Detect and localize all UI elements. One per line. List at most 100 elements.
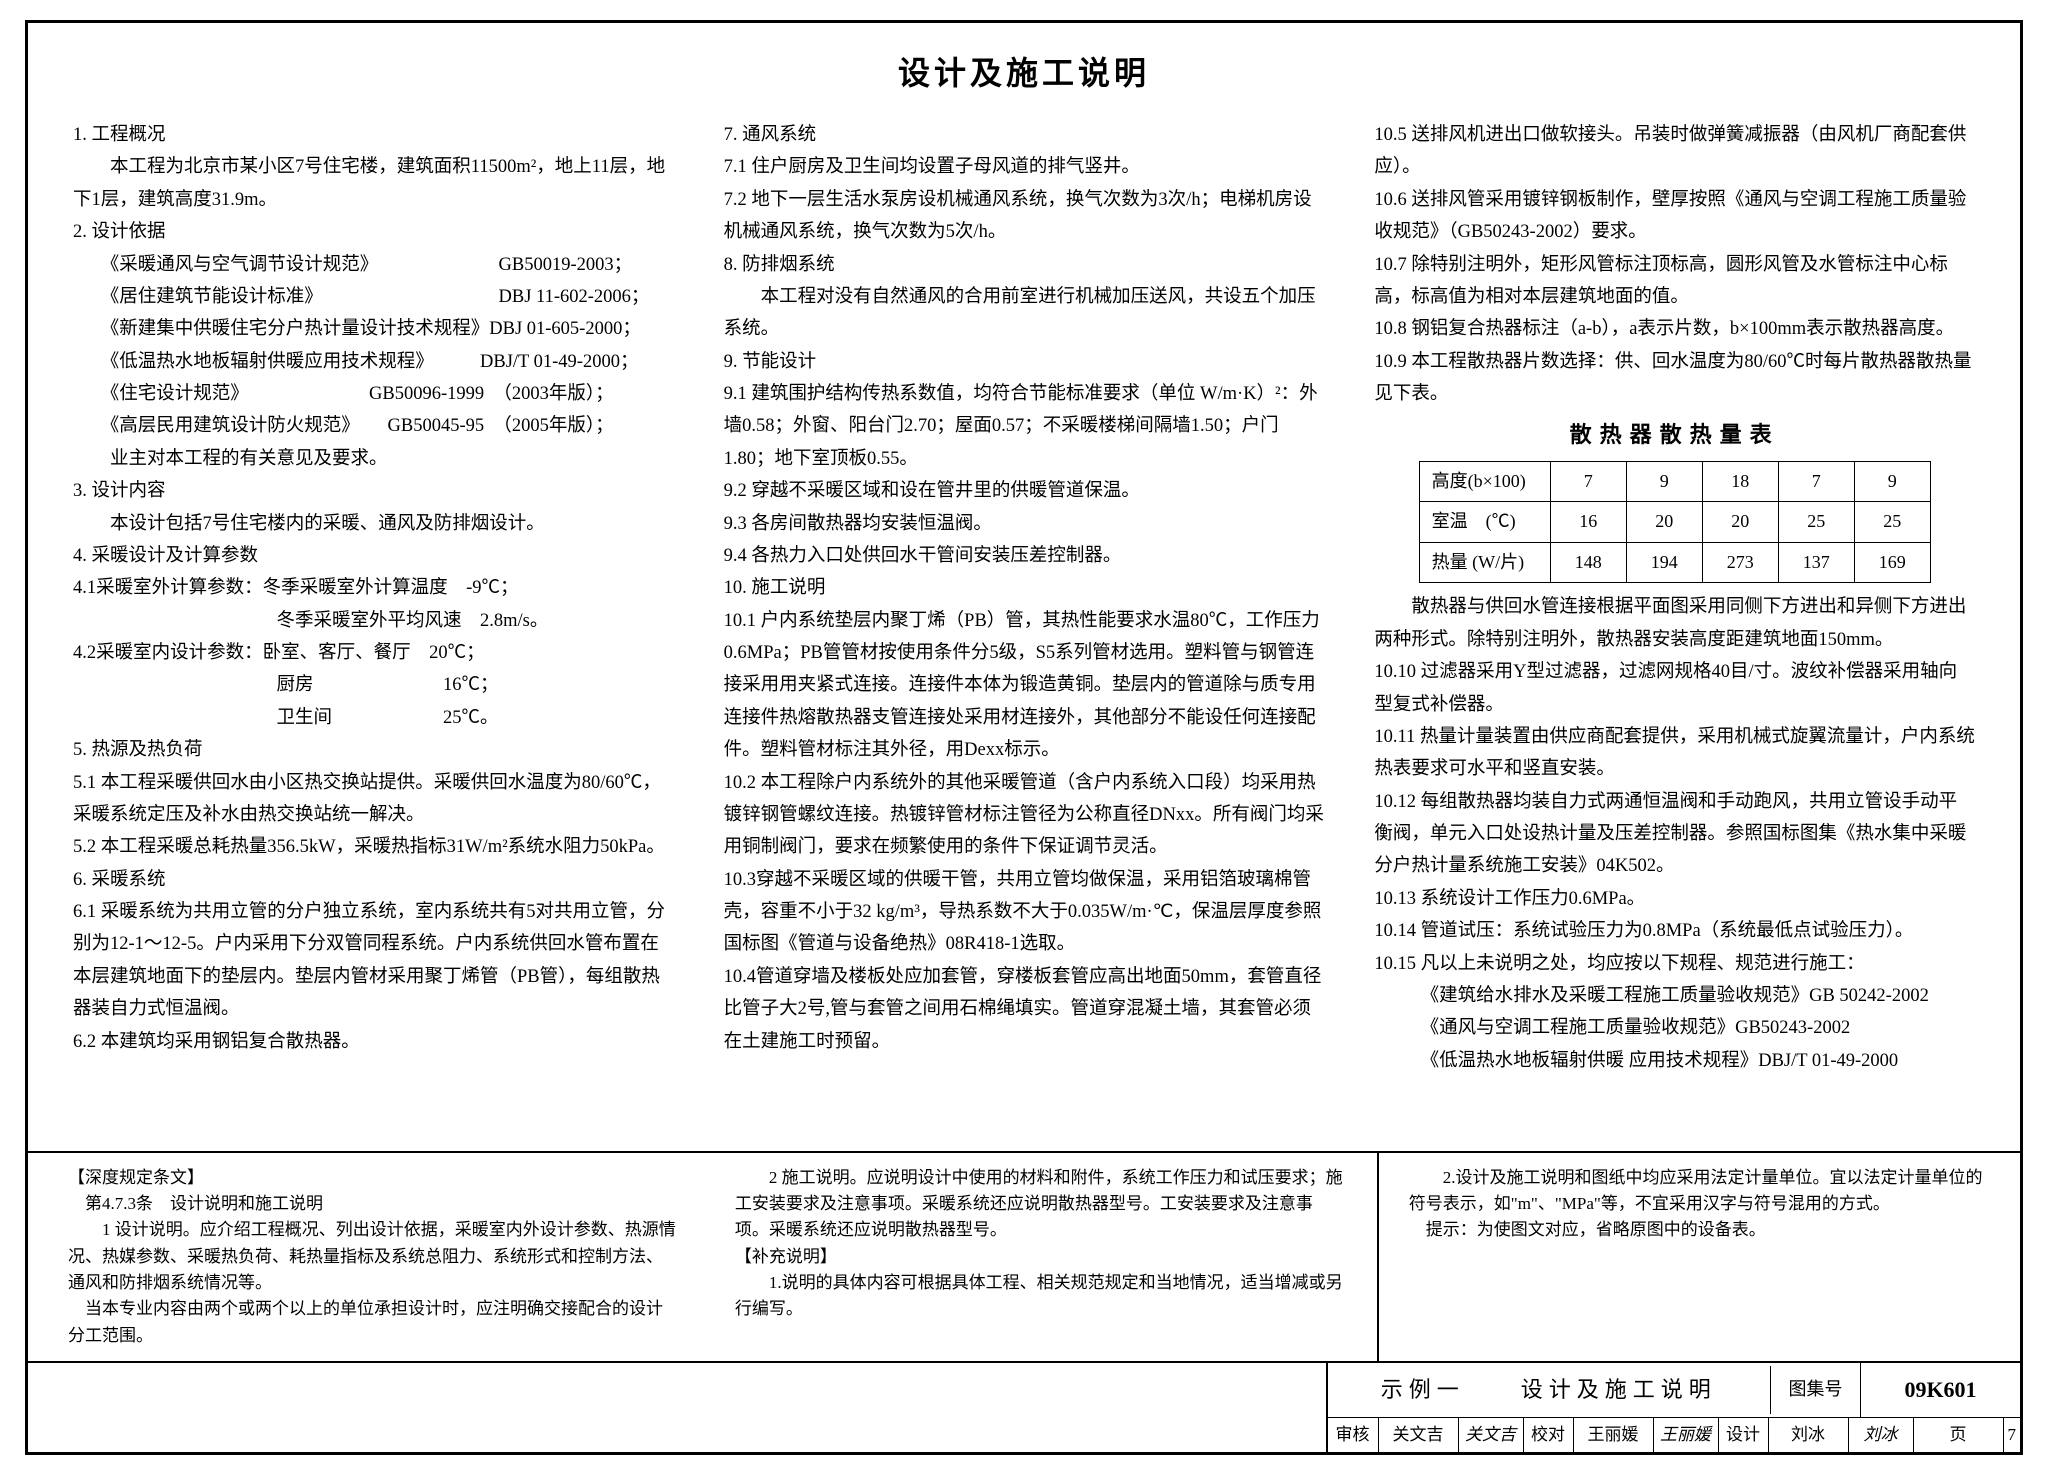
body-text: 10.7 除特别注明外，矩形风管标注顶标高，圆形风管及水管标注中心标高，标高值为…: [1374, 249, 1975, 314]
body-text: 2. 设计依据: [73, 216, 674, 248]
body-text: 业主对本工程的有关意见及要求。: [73, 443, 674, 475]
notes-left-col2: 2 施工说明。应说明设计中使用的材料和附件，系统工作压力和试压要求；施工安装要求…: [735, 1165, 1347, 1349]
page-label: 页: [1913, 1418, 2003, 1452]
checker-name: 王丽媛: [1573, 1418, 1653, 1452]
body-text: 5.1 本工程采暖供回水由小区热交换站提供。采暖供回水温度为80/60℃，采暖系…: [73, 767, 674, 832]
notes-left-col1: 【深度规定条文】 第4.7.3条 设计说明和施工说明 1 设计说明。应介绍工程概…: [68, 1165, 680, 1349]
body-text: 《住宅设计规范》 GB50096-1999 （2003年版）；: [73, 378, 674, 410]
body-text: 10. 施工说明: [724, 572, 1325, 604]
table-cell: 169: [1854, 542, 1930, 583]
body-text: 10.13 系统设计工作压力0.6MPa。: [1374, 883, 1975, 915]
checker-signature: 王丽媛: [1653, 1418, 1718, 1452]
body-text: 7. 通风系统: [724, 119, 1325, 151]
column-2: 7. 通风系统7.1 住户厨房及卫生间均设置子母风道的排气竖井。7.2 地下一层…: [724, 119, 1325, 1077]
body-text: 8. 防排烟系统: [724, 249, 1325, 281]
body-text: 10.15 凡以上未说明之处，均应按以下规程、规范进行施工：: [1374, 948, 1975, 980]
title-row: 示例一 设计及施工说明 图集号 09K601: [1328, 1363, 2021, 1418]
body-text: 4.1采暖室外计算参数：冬季采暖室外计算温度 -9℃；: [73, 572, 674, 604]
body-text: 《高层民用建筑设计防火规范》 GB50045-95 （2005年版）；: [73, 410, 674, 442]
body-text: 《低温热水地板辐射供暖 应用技术规程》DBJ/T 01-49-2000: [1374, 1045, 1975, 1077]
body-text: 10.4管道穿墙及楼板处应加套管，穿楼板套管应高出地面50mm，套管直径比管子大…: [724, 961, 1325, 1058]
body-text: 5.2 本工程采暖总耗热量356.5kW，采暖热指标31W/m²系统水阻力50k…: [73, 831, 674, 863]
body-text: 《通风与空调工程施工质量验收规范》GB50243-2002: [1374, 1012, 1975, 1044]
body-text: 9.1 建筑围护结构传热系数值，均符合节能标准要求（单位 W/m·K）²：外墙0…: [724, 378, 1325, 475]
title-block-spacer: [28, 1363, 1326, 1452]
table-cell: 室温 (℃): [1419, 502, 1550, 543]
column-1: 1. 工程概况 本工程为北京市某小区7号住宅楼，建筑面积11500m²，地上11…: [73, 119, 674, 1077]
table-header-cell: 9: [1854, 461, 1930, 502]
body-text: 5. 热源及热负荷: [73, 734, 674, 766]
title-block-panel: 示例一 设计及施工说明 图集号 09K601 审核 关文吉 关文吉 校对 王丽媛…: [1326, 1363, 2021, 1452]
body-text: 10.6 送排风管采用镀锌钢板制作，壁厚按照《通风与空调工程施工质量验收规范》（…: [1374, 184, 1975, 249]
note-text: 【补充说明】: [735, 1244, 1347, 1270]
set-number: 09K601: [1860, 1363, 2020, 1417]
body-text: 厨房 16℃；: [73, 669, 674, 701]
body-text: 10.11 热量计量装置由供应商配套提供，采用机械式旋翼流量计，户内系统热表要求…: [1374, 721, 1975, 786]
main-content: 设计及施工说明 1. 工程概况 本工程为北京市某小区7号住宅楼，建筑面积1150…: [28, 23, 2020, 1153]
body-text: 4.2采暖室内设计参数：卧室、客厅、餐厅 20℃；: [73, 637, 674, 669]
body-text: 10.5 送排风机进出口做软接头。吊装时做弹簧减振器（由风机厂商配套供应）。: [1374, 119, 1975, 184]
title-block: 示例一 设计及施工说明 图集号 09K601 审核 关文吉 关文吉 校对 王丽媛…: [28, 1363, 2020, 1452]
page-number: 7: [2003, 1418, 2021, 1452]
table-cell: 148: [1550, 542, 1626, 583]
column-3: 10.5 送排风机进出口做软接头。吊装时做弹簧减振器（由风机厂商配套供应）。10…: [1374, 119, 1975, 1077]
body-text: 7.2 地下一层生活水泵房设机械通风系统，换气次数为3次/h；电梯机房设机械通风…: [724, 184, 1325, 249]
approver-signature: 关文吉: [1458, 1418, 1523, 1452]
body-text: 6. 采暖系统: [73, 864, 674, 896]
body-text: 9.2 穿越不采暖区域和设在管井里的供暖管道保温。: [724, 475, 1325, 507]
body-text: 10.10 过滤器采用Y型过滤器，过滤网规格40目/寸。波纹补偿器采用轴向型复式…: [1374, 656, 1975, 721]
body-text: 《低温热水地板辐射供暖应用技术规程》 DBJ/T 01-49-2000；: [73, 346, 674, 378]
body-text: 《采暖通风与空气调节设计规范》 GB50019-2003；: [73, 249, 674, 281]
body-text: 散热器与供回水管连接根据平面图采用同侧下方进出和异侧下方进出两种形式。除特别注明…: [1374, 591, 1975, 656]
body-text: 《建筑给水排水及采暖工程施工质量验收规范》GB 50242-2002: [1374, 980, 1975, 1012]
notes-row: 【深度规定条文】 第4.7.3条 设计说明和施工说明 1 设计说明。应介绍工程概…: [28, 1153, 2020, 1363]
body-text: 9. 节能设计: [724, 346, 1325, 378]
three-column-body: 1. 工程概况 本工程为北京市某小区7号住宅楼，建筑面积11500m²，地上11…: [73, 119, 1975, 1077]
signature-row: 审核 关文吉 关文吉 校对 王丽媛 王丽媛 设计 刘冰 刘冰 页 7: [1328, 1418, 2021, 1452]
body-text: 10.12 每组散热器均装自力式两通恒温阀和手动跑风，共用立管设手动平衡阀，单元…: [1374, 786, 1975, 883]
body-text: 1. 工程概况: [73, 119, 674, 151]
body-text: 4. 采暖设计及计算参数: [73, 540, 674, 572]
body-text: 9.4 各热力入口处供回水干管间安装压差控制器。: [724, 540, 1325, 572]
notes-left: 【深度规定条文】 第4.7.3条 设计说明和施工说明 1 设计说明。应介绍工程概…: [28, 1153, 1377, 1361]
table-cell: 273: [1702, 542, 1778, 583]
body-text: 9.3 各房间散热器均安装恒温阀。: [724, 508, 1325, 540]
approver-label: 审核: [1328, 1418, 1378, 1452]
body-text: 冬季采暖室外平均风速 2.8m/s。: [73, 605, 674, 637]
body-text: 《新建集中供暖住宅分户热计量设计技术规程》DBJ 01-605-2000；: [73, 313, 674, 345]
bottom-section: 【深度规定条文】 第4.7.3条 设计说明和施工说明 1 设计说明。应介绍工程概…: [28, 1153, 2020, 1453]
body-text: 本设计包括7号住宅楼内的采暖、通风及防排烟设计。: [73, 508, 674, 540]
table-header-cell: 9: [1626, 461, 1702, 502]
body-text: 10.1 户内系统垫层内聚丁烯（PB）管，其热性能要求水温80℃，工作压力0.6…: [724, 605, 1325, 767]
drawing-title: 示例一 设计及施工说明: [1328, 1363, 1771, 1417]
body-text: 10.9 本工程散热器片数选择：供、回水温度为80/60℃时每片散热器散热量见下…: [1374, 346, 1975, 411]
table-cell: 16: [1550, 502, 1626, 543]
main-title: 设计及施工说明: [73, 48, 1975, 94]
table-cell: 194: [1626, 542, 1702, 583]
note-text: 2 施工说明。应说明设计中使用的材料和附件，系统工作压力和试压要求；施工安装要求…: [735, 1165, 1347, 1244]
body-text: 10.2 本工程除户内系统外的其他采暖管道（含户内系统入口段）均采用热镀锌钢管螺…: [724, 767, 1325, 864]
note-text: 【深度规定条文】: [68, 1165, 680, 1191]
set-label: 图集号: [1770, 1366, 1860, 1414]
body-text: 卫生间 25℃。: [73, 702, 674, 734]
note-text: 当本专业内容由两个或两个以上的单位承担设计时，应注明确交接配合的设计分工范围。: [68, 1296, 680, 1349]
body-text: 本工程对没有自然通风的合用前室进行机械加压送风，共设五个加压系统。: [724, 281, 1325, 346]
designer-name: 刘冰: [1768, 1418, 1848, 1452]
table-cell: 25: [1854, 502, 1930, 543]
checker-label: 校对: [1523, 1418, 1573, 1452]
designer-label: 设计: [1718, 1418, 1768, 1452]
note-text: 2.设计及施工说明和图纸中均应采用法定计量单位。宜以法定计量单位的符号表示，如"…: [1409, 1165, 1990, 1218]
page-frame: 设计及施工说明 1. 工程概况 本工程为北京市某小区7号住宅楼，建筑面积1150…: [25, 20, 2023, 1455]
table-header-cell: 18: [1702, 461, 1778, 502]
note-text: 1 设计说明。应介绍工程概况、列出设计依据，采暖室内外设计参数、热源情况、热媒参…: [68, 1217, 680, 1296]
body-text: 7.1 住户厨房及卫生间均设置子母风道的排气竖井。: [724, 151, 1325, 183]
table-cell: 25: [1778, 502, 1854, 543]
body-text: 10.14 管道试压：系统试验压力为0.8MPa（系统最低点试验压力）。: [1374, 915, 1975, 947]
table-header-cell: 7: [1550, 461, 1626, 502]
note-text: 第4.7.3条 设计说明和施工说明: [68, 1191, 680, 1217]
table-cell: 20: [1702, 502, 1778, 543]
approver-name: 关文吉: [1378, 1418, 1458, 1452]
body-text: 本工程为北京市某小区7号住宅楼，建筑面积11500m²，地上11层，地下1层，建…: [73, 151, 674, 216]
table-header-cell: 7: [1778, 461, 1854, 502]
notes-right: 2.设计及施工说明和图纸中均应采用法定计量单位。宜以法定计量单位的符号表示，如"…: [1377, 1153, 2020, 1361]
